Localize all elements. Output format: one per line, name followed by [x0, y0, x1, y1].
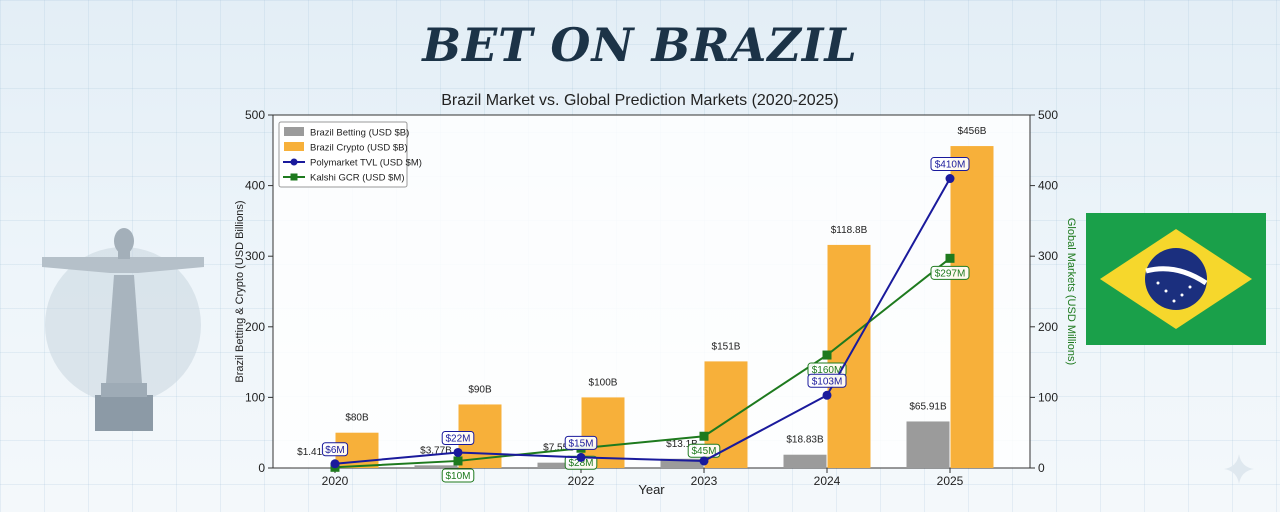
point-polymarket: [576, 452, 586, 462]
data-label-box: [564, 435, 598, 450]
y2-tick-label: 200: [1038, 320, 1058, 334]
legend-marker: [290, 173, 298, 181]
y2-tick-label: 400: [1038, 179, 1058, 193]
data-label-kalshi: $28M: [568, 458, 593, 469]
point-polymarket: [330, 459, 340, 469]
x-tick-label: 2022: [568, 474, 595, 488]
y-tick-label: 0: [258, 461, 265, 475]
y-tick-label: 100: [245, 390, 265, 404]
page-title: BET ON BRAZIL: [422, 18, 858, 72]
y2-tick-label: 0: [1038, 461, 1045, 475]
sparkle-icon: [1224, 454, 1254, 484]
bar-label-brazil-crypto: $90B: [468, 384, 492, 395]
bar-brazil-betting: [906, 421, 950, 468]
legend-label: Brazil Betting (USD $B): [310, 128, 409, 139]
bar-brazil-crypto: [950, 146, 994, 468]
data-label-box: [441, 430, 475, 445]
y2-axis-label: Global Markets (USD Millions): [1065, 218, 1077, 365]
data-label-kalshi: $45M: [691, 446, 716, 457]
x-tick-label: 2024: [814, 474, 841, 488]
point-polymarket: [699, 456, 709, 466]
data-label-box: [441, 468, 475, 483]
bar-label-brazil-betting: $1.41B: [297, 447, 329, 458]
data-label-polymarket: $22M: [445, 433, 470, 444]
bar-label-brazil-crypto: $456B: [958, 126, 987, 137]
bar-label-brazil-betting: $3.77B: [420, 445, 452, 456]
bar-label-brazil-crypto: $118.8B: [831, 225, 868, 236]
line-polymarket: [334, 178, 951, 465]
line-kalshi: [334, 257, 951, 469]
data-label-kalshi: $160M: [812, 365, 843, 376]
legend-label: Polymarket TVL (USD $M): [310, 158, 422, 169]
bar-brazil-betting: [660, 458, 704, 468]
y-tick-label: 300: [245, 249, 265, 263]
bar-label-brazil-betting: $7.55B: [543, 443, 575, 454]
bar-brazil-betting: [291, 467, 335, 468]
bar-label-brazil-betting: $13.1B: [666, 439, 698, 450]
legend-swatch: [284, 127, 304, 136]
bar-label-brazil-crypto: $100B: [589, 377, 618, 388]
bar-label-brazil-betting: $65.91B: [909, 401, 947, 412]
bar-brazil-betting: [414, 465, 458, 468]
legend-swatch: [284, 142, 304, 151]
data-label-polymarket: $103M: [812, 376, 843, 387]
y-tick-label: 500: [245, 108, 265, 122]
point-polymarket: [453, 447, 463, 457]
point-kalshi: [945, 253, 955, 263]
data-label-box: [321, 442, 349, 457]
y2-tick-label: 100: [1038, 390, 1058, 404]
data-label-kalshi: $297M: [935, 268, 966, 279]
bar-brazil-betting: [783, 454, 827, 468]
brazil-flag-icon: [1086, 213, 1266, 345]
bar-label-brazil-crypto: $151B: [712, 341, 741, 352]
legend-label: Brazil Crypto (USD $B): [310, 143, 408, 154]
data-label-polymarket: $410M: [935, 160, 966, 171]
y-tick-label: 200: [245, 320, 265, 334]
x-tick-label: 2023: [691, 474, 718, 488]
point-kalshi: [822, 350, 832, 360]
x-tick-label: 2025: [937, 474, 964, 488]
y-tick-label: 400: [245, 179, 265, 193]
y2-tick-label: 300: [1038, 249, 1058, 263]
legend-label: Kalshi GCR (USD $M): [310, 173, 405, 184]
y-axis-label: Brazil Betting & Crypto (USD Billions): [234, 200, 246, 382]
x-tick-label: 2020: [322, 474, 349, 488]
point-kalshi: [453, 456, 463, 466]
data-label-box: [930, 265, 970, 280]
point-polymarket: [822, 390, 832, 400]
data-label-polymarket: $6M: [325, 445, 344, 456]
y2-tick-label: 500: [1038, 108, 1058, 122]
data-label-box: [807, 373, 847, 388]
legend-box: [278, 121, 408, 188]
point-polymarket: [945, 174, 955, 184]
data-label-kalshi: $10M: [445, 471, 470, 482]
christ-the-redeemer-icon: [42, 228, 204, 431]
bar-label-brazil-betting: $18.83B: [786, 435, 824, 446]
x-axis-label: Year: [638, 482, 665, 497]
bar-label-brazil-crypto: $80B: [345, 413, 369, 424]
chart-title: Brazil Market vs. Global Prediction Mark…: [441, 92, 839, 109]
bar-brazil-betting: [537, 462, 581, 468]
data-label-polymarket: $15M: [568, 438, 593, 449]
legend-marker: [290, 158, 298, 166]
data-label-box: [930, 157, 970, 172]
point-kalshi: [699, 431, 709, 441]
